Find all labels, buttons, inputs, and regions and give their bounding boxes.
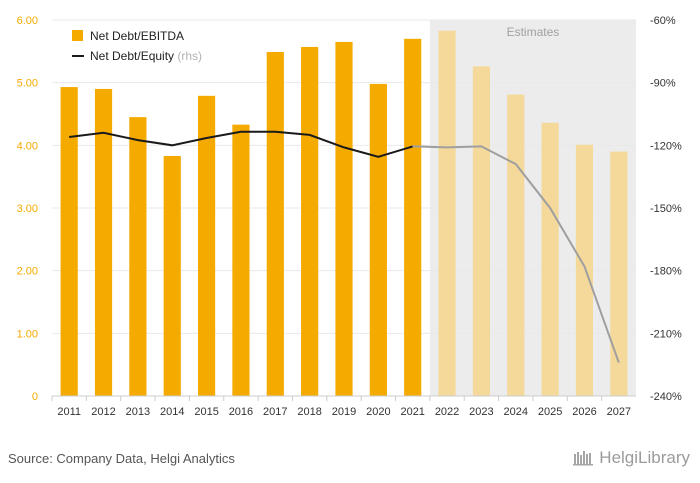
y-right-tick-label: -120% [650, 140, 682, 152]
legend-rhs-note: (rhs) [177, 49, 202, 63]
bar [163, 155, 181, 396]
x-tick-label: 2015 [194, 406, 218, 418]
x-tick-label: 2012 [91, 406, 115, 418]
x-tick-label: 2024 [504, 406, 528, 418]
x-tick-label: 2016 [229, 406, 253, 418]
bar [198, 95, 216, 397]
y-left-tick-label: 6.00 [17, 15, 38, 27]
x-tick-label: 2025 [538, 406, 562, 418]
x-tick-label: 2027 [607, 406, 631, 418]
estimates-label: Estimates [507, 25, 560, 39]
bar [507, 94, 525, 396]
x-tick-label: 2018 [297, 406, 321, 418]
bar [472, 66, 490, 396]
bar [129, 117, 147, 396]
x-tick-label: 2014 [160, 406, 184, 418]
logo-text: HelgiLibrary [599, 448, 690, 467]
y-left-tick-label: 2.00 [17, 266, 38, 278]
bar [94, 88, 113, 396]
x-tick-label: 2023 [469, 406, 493, 418]
y-left-tick-label: 4.00 [17, 140, 38, 152]
y-right-tick-label: -60% [650, 15, 676, 27]
line-actual [69, 130, 413, 158]
x-tick-label: 2021 [400, 406, 424, 418]
bar [232, 124, 250, 397]
bar [404, 38, 422, 397]
x-tick-label: 2013 [126, 406, 150, 418]
y-left-tick-label: 1.00 [17, 328, 38, 340]
x-tick-label: 2019 [332, 406, 356, 418]
bar [266, 51, 284, 397]
legend-label-line: Net Debt/Equity (rhs) [90, 49, 202, 63]
x-tick-label: 2017 [263, 406, 287, 418]
y-right-tick-label: -150% [650, 203, 682, 215]
y-right-tick-label: -210% [650, 328, 682, 340]
y-right-tick-label: -240% [650, 391, 682, 403]
helgi-library-logo: HelgiLibrary [573, 448, 690, 468]
y-right-tick-label: -90% [650, 78, 676, 90]
library-icon [573, 451, 594, 466]
x-tick-label: 2022 [435, 406, 459, 418]
bar [335, 41, 353, 396]
x-tick-label: 2026 [572, 406, 596, 418]
bar [60, 87, 78, 396]
y-left-tick-label: 3.00 [17, 203, 38, 215]
chart: Estimates 6.00 5.00 4.00 3.00 2.00 1.00 0 -60% -9… [17, 15, 682, 418]
x-tick-label: 2020 [366, 406, 390, 418]
bar [438, 30, 456, 397]
bar [541, 122, 559, 397]
y-right-tick-label: -180% [650, 266, 682, 278]
legend-swatch-bar [72, 30, 83, 41]
legend-label-bar: Net Debt/EBITDA [90, 29, 184, 43]
bar [301, 46, 319, 397]
bar [610, 151, 628, 396]
bar [369, 83, 387, 397]
y-left-tick-label: 5.00 [17, 78, 38, 90]
y-left-tick-label: 0 [32, 391, 38, 403]
source-note: Source: Company Data, Helgi Analytics [8, 451, 235, 466]
x-tick-label: 2011 [57, 406, 81, 418]
line-estimate [412, 145, 620, 363]
bar [575, 144, 594, 396]
